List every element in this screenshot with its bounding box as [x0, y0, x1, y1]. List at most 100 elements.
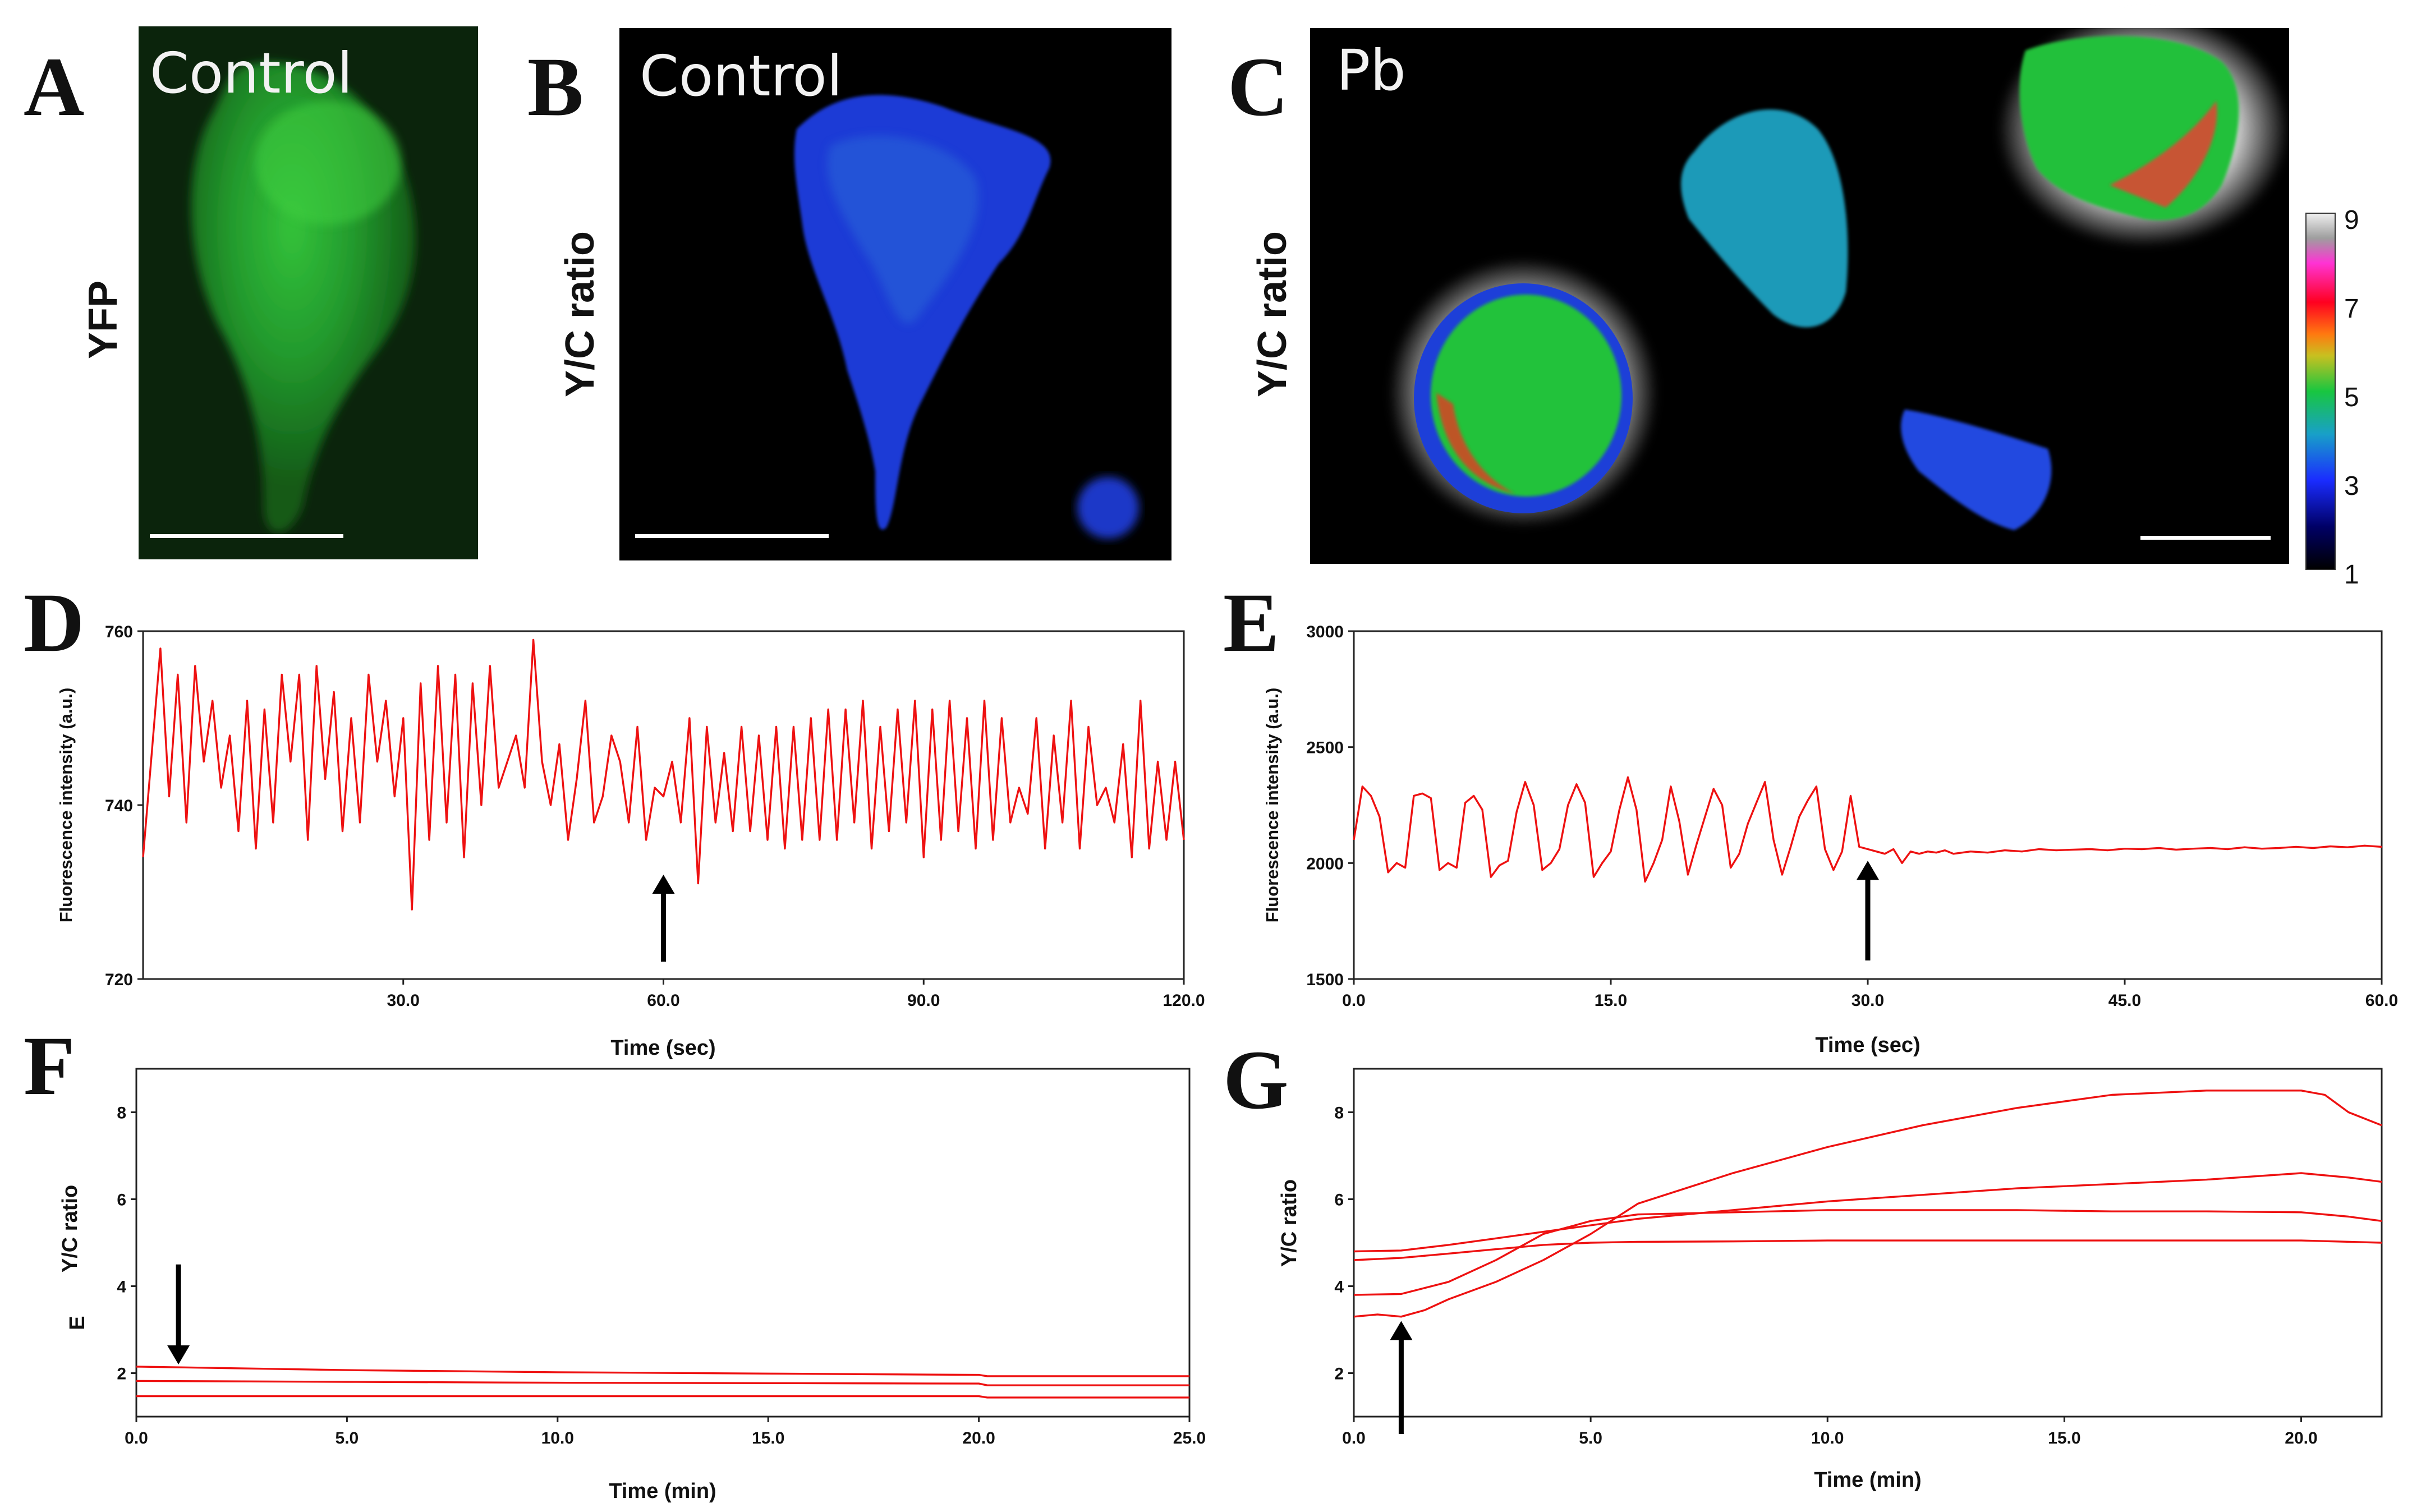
- chart-g-arrow-head: [1390, 1321, 1413, 1340]
- scale-bar-c: [2140, 536, 2271, 540]
- chart-e-x-tick-label: 0.0: [1342, 991, 1366, 1010]
- chart-f-arrow-head: [167, 1345, 190, 1364]
- chart-d-y-tick-label: 720: [105, 971, 133, 989]
- chart-g-x-tick-label: 20.0: [2285, 1429, 2317, 1447]
- panel-a-side-label: YFP: [81, 281, 126, 359]
- chart-d-x-tick-label: 120.0: [1163, 991, 1205, 1010]
- chart-d-y-tick-label: 740: [105, 797, 133, 815]
- panel-letter-g: G: [1223, 1033, 1289, 1127]
- panel-c: C Y/C ratio Pb 9 7 5 3 1: [1228, 11, 2359, 590]
- chart-e-series-line-1: [1353, 776, 2382, 883]
- chart-g-x-tick-label: 0.0: [1342, 1429, 1366, 1447]
- chart-g-y-tick-label: 2: [1334, 1365, 1344, 1384]
- chart-e-ticks: 0.0 15.0 30.0 45.0 60.0 1500 2000 2500 3000: [1306, 623, 2398, 1010]
- chart-f-y-tick-label: 6: [117, 1191, 126, 1210]
- chart-e: E 0.0 15.0 30.0 45.0 60.0 1500 2000 2500 3000 Ti…: [1223, 576, 2398, 1057]
- chart-g-series-line-1: [1353, 1090, 2382, 1318]
- colorbar-scale: [2305, 213, 2336, 570]
- chart-e-y-tick-label: 3000: [1306, 623, 1344, 641]
- chart-f-marks: [136, 1264, 1189, 1399]
- chart-g-series-line-2: [1353, 1172, 2382, 1253]
- colorbar-label-9: 9: [2344, 205, 2359, 235]
- chart-f-y-axis-title: Y/C ratio: [58, 1185, 82, 1272]
- chart-d-arrow-head: [652, 875, 675, 894]
- chart-f-series-line-2: [136, 1380, 1189, 1386]
- chart-g-y-tick-label: 4: [1334, 1278, 1344, 1297]
- chart-e-y-axis-title: Fluorescence intensity (a.u.): [1262, 688, 1282, 923]
- panel-b-title: Control: [640, 43, 842, 109]
- chart-f-series-line-3: [136, 1395, 1189, 1399]
- chart-f-x-tick-label: 25.0: [1173, 1429, 1206, 1447]
- colorbar-label-5: 5: [2344, 383, 2359, 412]
- chart-g-x-axis-title: Time (min): [1814, 1468, 1921, 1492]
- panel-b-ratio-image: [619, 28, 1171, 560]
- scale-bar-a: [150, 534, 343, 538]
- panel-letter-f: F: [24, 1019, 75, 1113]
- panel-letter-a: A: [24, 40, 84, 134]
- chart-g: G 0.0 5.0 10.0 15.0 20.0 2 4 6 8 Time (min) Y/C …: [1223, 1033, 2383, 1492]
- panel-letter-b: B: [527, 40, 584, 134]
- panel-c-title: Pb: [1336, 38, 1406, 103]
- chart-f-y-tick-label: 4: [117, 1278, 126, 1297]
- panel-letter-e: E: [1223, 576, 1279, 669]
- panel-c-side-label: Y/C ratio: [1250, 231, 1295, 397]
- chart-d-y-tick-label: 760: [105, 623, 133, 641]
- chart-e-marks: [1353, 776, 2382, 960]
- chart-f-x-tick-label: 10.0: [541, 1429, 574, 1447]
- chart-e-y-tick-label: 1500: [1306, 971, 1344, 989]
- chart-d-x-tick-label: 60.0: [647, 991, 679, 1010]
- panel-b: B Y/C ratio Control: [527, 28, 1171, 560]
- chart-f-ticks: 0.0 5.0 10.0 15.0 20.0 25.0 2 4 6 8: [117, 1104, 1206, 1448]
- chart-g-x-tick-label: 5.0: [1579, 1429, 1602, 1447]
- panel-b-side-label: Y/C ratio: [558, 231, 603, 397]
- chart-g-x-tick-label: 15.0: [2048, 1429, 2080, 1447]
- chart-d-x-tick-label: 30.0: [387, 991, 420, 1010]
- chart-e-x-tick-label: 60.0: [2365, 991, 2398, 1010]
- chart-d-y-axis-title: Fluorescence intensity (a.u.): [56, 688, 76, 923]
- chart-g-series-line-4: [1353, 1239, 2382, 1261]
- chart-d-series-line-1: [142, 638, 1185, 911]
- chart-e-x-tick-label: 15.0: [1595, 991, 1627, 1010]
- chart-f-x-tick-label: 0.0: [125, 1429, 148, 1447]
- panel-letter-c: C: [1228, 40, 1288, 134]
- chart-g-y-tick-label: 8: [1334, 1104, 1344, 1123]
- chart-f-y-axis-extra: E: [66, 1316, 89, 1330]
- chart-f-y-tick-label: 2: [117, 1365, 126, 1384]
- chart-g-x-tick-label: 10.0: [1811, 1429, 1844, 1447]
- chart-e-y-tick-label: 2000: [1306, 854, 1344, 873]
- chart-f-y-tick-label: 8: [117, 1104, 126, 1123]
- chart-e-y-tick-label: 2500: [1306, 739, 1344, 757]
- chart-d-marks: [142, 638, 1185, 962]
- colorbar-label-3: 3: [2344, 471, 2359, 501]
- chart-f-x-axis-title: Time (min): [609, 1479, 716, 1503]
- chart-e-x-tick-label: 45.0: [2108, 991, 2141, 1010]
- colorbar-label-1: 1: [2344, 560, 2359, 590]
- chart-e-x-tick-label: 30.0: [1852, 991, 1884, 1010]
- panel-a: A YFP Control: [24, 26, 478, 559]
- chart-e-arrow-head: [1857, 861, 1879, 880]
- chart-g-series-line-3: [1353, 1209, 2382, 1296]
- panel-letter-d: D: [24, 576, 84, 669]
- chart-f-x-tick-label: 20.0: [962, 1429, 995, 1447]
- chart-g-y-axis-title: Y/C ratio: [1278, 1179, 1301, 1267]
- chart-e-x-axis-title: Time (sec): [1815, 1033, 1920, 1057]
- chart-g-ticks: 0.0 5.0 10.0 15.0 20.0 2 4 6 8: [1334, 1104, 2317, 1448]
- chart-f-x-tick-label: 15.0: [752, 1429, 784, 1447]
- panel-a-micrograph: [139, 26, 478, 559]
- chart-d-x-tick-label: 90.0: [907, 991, 940, 1010]
- chart-f-series-line-1: [136, 1366, 1189, 1377]
- colorbar-label-7: 7: [2344, 294, 2359, 324]
- panel-c-ratio-image: [1310, 11, 2289, 564]
- chart-g-marks: [1353, 1090, 2382, 1434]
- chart-g-y-tick-label: 6: [1334, 1191, 1344, 1210]
- chart-g-plot-area: [1353, 1068, 2383, 1418]
- chart-f-x-tick-label: 5.0: [336, 1429, 359, 1447]
- scale-bar-b: [635, 534, 829, 538]
- colorbar: 9 7 5 3 1: [2305, 205, 2359, 590]
- chart-d-ticks: 30.0 60.0 90.0 120.0 720 740 760: [105, 623, 1205, 1010]
- panel-a-title: Control: [150, 40, 352, 106]
- chart-d-x-axis-title: Time (sec): [610, 1036, 715, 1060]
